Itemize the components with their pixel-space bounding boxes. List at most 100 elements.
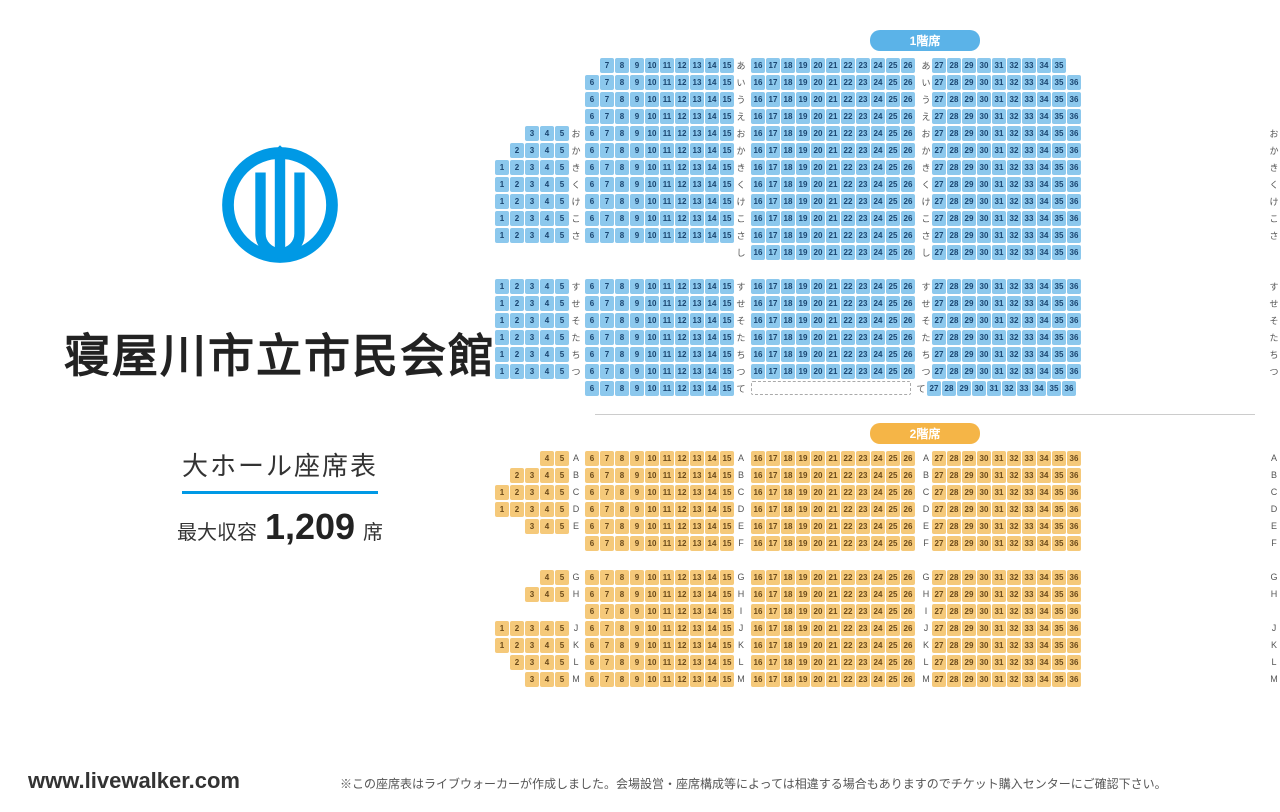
seat[interactable]: 17 <box>766 536 780 551</box>
seat[interactable]: 16 <box>751 211 765 226</box>
seat[interactable]: 16 <box>751 313 765 328</box>
seat[interactable]: 36 <box>1067 92 1081 107</box>
seat[interactable]: 23 <box>856 672 870 687</box>
seat[interactable]: 26 <box>901 672 915 687</box>
seat[interactable]: 4 <box>540 587 554 602</box>
seat[interactable]: 20 <box>811 177 825 192</box>
seat[interactable]: 35 <box>1052 587 1066 602</box>
seat[interactable]: 15 <box>720 364 734 379</box>
seat[interactable]: 25 <box>886 672 900 687</box>
seat[interactable]: 27 <box>932 621 946 636</box>
seat[interactable]: 2 <box>510 347 524 362</box>
seat[interactable]: 20 <box>811 621 825 636</box>
seat[interactable]: 18 <box>781 519 795 534</box>
seat[interactable]: 30 <box>977 126 991 141</box>
seat[interactable]: 8 <box>615 364 629 379</box>
seat[interactable]: 32 <box>1007 313 1021 328</box>
seat[interactable]: 10 <box>645 536 659 551</box>
seat[interactable]: 11 <box>660 126 674 141</box>
seat[interactable]: 10 <box>645 604 659 619</box>
seat[interactable]: 9 <box>630 347 644 362</box>
seat[interactable]: 21 <box>826 655 840 670</box>
seat[interactable]: 14 <box>705 126 719 141</box>
seat[interactable]: 12 <box>675 279 689 294</box>
seat[interactable]: 18 <box>781 279 795 294</box>
seat[interactable]: 25 <box>886 228 900 243</box>
seat[interactable]: 12 <box>675 604 689 619</box>
seat[interactable]: 8 <box>615 109 629 124</box>
seat[interactable]: 28 <box>947 92 961 107</box>
seat[interactable]: 35 <box>1052 92 1066 107</box>
seat[interactable]: 20 <box>811 655 825 670</box>
seat[interactable]: 30 <box>977 451 991 466</box>
seat[interactable]: 25 <box>886 245 900 260</box>
seat[interactable]: 16 <box>751 194 765 209</box>
seat[interactable]: 19 <box>796 330 810 345</box>
seat[interactable]: 13 <box>690 519 704 534</box>
seat[interactable]: 6 <box>585 109 599 124</box>
seat[interactable]: 25 <box>886 330 900 345</box>
seat[interactable]: 31 <box>992 75 1006 90</box>
seat[interactable]: 32 <box>1007 245 1021 260</box>
seat[interactable]: 16 <box>751 279 765 294</box>
seat[interactable]: 27 <box>932 279 946 294</box>
seat[interactable]: 10 <box>645 638 659 653</box>
seat[interactable]: 19 <box>796 75 810 90</box>
seat[interactable]: 17 <box>766 570 780 585</box>
seat[interactable]: 12 <box>675 468 689 483</box>
seat[interactable]: 19 <box>796 672 810 687</box>
seat[interactable]: 6 <box>585 279 599 294</box>
seat[interactable]: 26 <box>901 451 915 466</box>
seat[interactable]: 12 <box>675 126 689 141</box>
seat[interactable]: 27 <box>932 364 946 379</box>
seat[interactable]: 7 <box>600 451 614 466</box>
seat[interactable]: 22 <box>841 330 855 345</box>
seat[interactable]: 7 <box>600 347 614 362</box>
seat[interactable]: 11 <box>660 347 674 362</box>
seat[interactable]: 29 <box>962 160 976 175</box>
seat[interactable]: 34 <box>1037 621 1051 636</box>
seat[interactable]: 5 <box>555 160 569 175</box>
seat[interactable]: 14 <box>705 621 719 636</box>
seat[interactable]: 22 <box>841 672 855 687</box>
seat[interactable]: 26 <box>901 604 915 619</box>
seat[interactable]: 23 <box>856 58 870 73</box>
seat[interactable]: 36 <box>1067 160 1081 175</box>
seat[interactable]: 23 <box>856 621 870 636</box>
seat[interactable]: 19 <box>796 245 810 260</box>
seat[interactable]: 32 <box>1007 126 1021 141</box>
seat[interactable]: 30 <box>977 296 991 311</box>
seat[interactable]: 19 <box>796 228 810 243</box>
seat[interactable]: 21 <box>826 468 840 483</box>
seat[interactable]: 12 <box>675 330 689 345</box>
seat[interactable]: 17 <box>766 502 780 517</box>
seat[interactable]: 31 <box>992 451 1006 466</box>
seat[interactable]: 25 <box>886 638 900 653</box>
seat[interactable]: 8 <box>615 296 629 311</box>
seat[interactable]: 2 <box>510 638 524 653</box>
seat[interactable]: 4 <box>540 126 554 141</box>
seat[interactable]: 6 <box>585 313 599 328</box>
seat[interactable]: 29 <box>962 587 976 602</box>
seat[interactable]: 6 <box>585 519 599 534</box>
seat[interactable]: 7 <box>600 638 614 653</box>
seat[interactable]: 4 <box>540 502 554 517</box>
seat[interactable]: 25 <box>886 296 900 311</box>
seat[interactable]: 10 <box>645 330 659 345</box>
seat[interactable]: 3 <box>525 519 539 534</box>
seat[interactable]: 17 <box>766 672 780 687</box>
seat[interactable]: 23 <box>856 468 870 483</box>
seat[interactable]: 26 <box>901 638 915 653</box>
seat[interactable]: 29 <box>962 313 976 328</box>
seat[interactable]: 12 <box>675 75 689 90</box>
seat[interactable]: 21 <box>826 638 840 653</box>
seat[interactable]: 10 <box>645 364 659 379</box>
seat[interactable]: 34 <box>1037 485 1051 500</box>
seat[interactable]: 11 <box>660 279 674 294</box>
seat[interactable]: 9 <box>630 296 644 311</box>
seat[interactable]: 9 <box>630 143 644 158</box>
seat[interactable]: 29 <box>962 655 976 670</box>
seat[interactable]: 29 <box>962 92 976 107</box>
seat[interactable]: 9 <box>630 638 644 653</box>
seat[interactable]: 31 <box>992 330 1006 345</box>
